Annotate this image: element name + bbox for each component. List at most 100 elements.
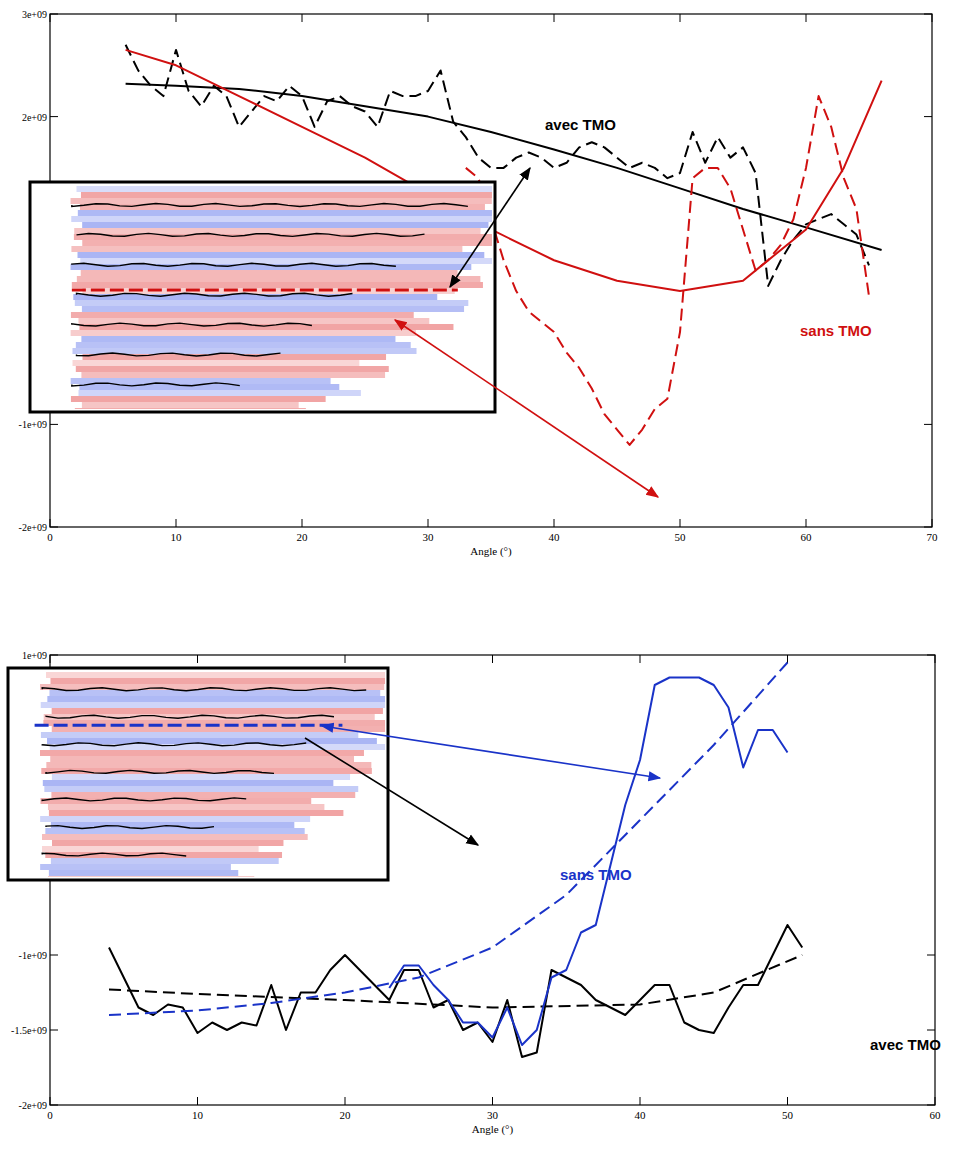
x-tick — [492, 1097, 493, 1105]
inset-stripe — [49, 690, 380, 696]
inset-stripe — [73, 360, 360, 366]
annotation: sans TMO — [800, 322, 872, 339]
inset-stripe — [40, 816, 310, 822]
y-tick — [924, 14, 932, 15]
y-tick — [50, 1030, 58, 1031]
arrow — [305, 738, 478, 845]
inset-stripe — [49, 810, 343, 816]
inset-stripe — [44, 714, 375, 720]
inset-frame — [8, 668, 388, 880]
inset-picked-horizon — [72, 289, 458, 292]
inset-stripe — [77, 252, 484, 258]
x-tick — [50, 14, 51, 22]
inset-stripe — [52, 708, 383, 714]
y-tick — [50, 424, 58, 425]
x-tick-label: 40 — [549, 531, 561, 543]
y-tick-label: -2e+09 — [19, 1100, 47, 1111]
inset-stripe — [49, 870, 238, 876]
x-tick-label: 10 — [192, 1109, 204, 1121]
x-tick-label: 40 — [635, 1109, 647, 1121]
annotation: sans TMO — [560, 866, 632, 883]
x-tick — [197, 655, 198, 663]
x-tick — [428, 14, 429, 22]
inset-stripe — [43, 780, 334, 786]
x-tick — [176, 14, 177, 22]
inset-stripe — [40, 750, 364, 756]
arrow — [450, 168, 530, 287]
x-tick — [492, 655, 493, 663]
inset-image — [8, 668, 419, 882]
inset-stripe — [78, 390, 360, 396]
inset-horizon — [42, 798, 246, 801]
y-tick — [927, 655, 935, 656]
x-tick-label: 60 — [801, 531, 813, 543]
inset-stripe — [71, 264, 472, 270]
x-tick — [428, 519, 429, 527]
inset-stripe — [71, 396, 326, 402]
x-tick-label: 60 — [930, 1109, 942, 1121]
inset-stripe — [46, 672, 385, 678]
inset-stripe — [81, 192, 492, 198]
x-tick-label: 70 — [927, 531, 939, 543]
panel: 0102030405060Angle (°)-2e+09-1.5e+09-1e+… — [8, 650, 941, 1136]
inset-stripe — [81, 270, 458, 276]
x-tick — [680, 14, 681, 22]
x-tick — [302, 519, 303, 527]
inset-stripe — [48, 876, 254, 877]
inset-stripe — [71, 198, 492, 204]
inset-stripe — [51, 792, 355, 798]
x-tick — [176, 519, 177, 527]
inset-image — [30, 182, 532, 414]
inset-stripe — [77, 186, 493, 192]
x-tick — [640, 1097, 641, 1105]
inset-stripe — [82, 402, 299, 408]
x-tick — [554, 14, 555, 22]
inset-stripe — [50, 678, 385, 684]
arrow — [322, 726, 660, 778]
y-tick-label: 3e+09 — [22, 9, 47, 20]
inset-horizon — [42, 688, 366, 691]
x-tick — [787, 1097, 788, 1105]
y-tick — [924, 527, 932, 528]
x-tick — [302, 14, 303, 22]
inset-stripe — [44, 786, 358, 792]
inset-stripe — [41, 732, 358, 738]
y-tick-label: -2e+09 — [19, 522, 47, 533]
x-tick — [50, 519, 51, 527]
inset-horizon — [42, 853, 186, 856]
inset-horizon — [72, 323, 312, 326]
inset-horizon — [46, 715, 334, 718]
inset-stripe — [47, 738, 377, 744]
x-tick — [197, 1097, 198, 1105]
inset-stripe — [71, 330, 416, 336]
inset-stripe — [41, 768, 372, 774]
x-tick — [554, 519, 555, 527]
x-tick — [50, 1097, 51, 1105]
inset-stripe — [52, 774, 350, 780]
inset-stripe — [71, 216, 492, 222]
y-tick — [50, 14, 58, 15]
y-tick — [927, 955, 935, 956]
inset-horizon — [72, 263, 396, 266]
inset-stripe — [50, 756, 354, 762]
y-tick-label: 1e+09 — [22, 650, 47, 661]
y-tick — [924, 116, 932, 117]
y-tick — [50, 527, 58, 528]
x-tick — [787, 655, 788, 663]
inset-frame — [30, 182, 495, 412]
x-tick — [935, 1097, 936, 1105]
annotation: avec TMO — [870, 1036, 941, 1053]
x-tick-label: 50 — [782, 1109, 794, 1121]
x-tick-label: 10 — [171, 531, 183, 543]
x-tick — [806, 519, 807, 527]
inset-stripe — [82, 222, 488, 228]
inset-horizon — [42, 743, 306, 746]
series-line — [389, 678, 787, 1046]
y-tick-label: -1e+09 — [19, 419, 47, 430]
inset-stripe — [46, 762, 371, 768]
x-tick — [640, 655, 641, 663]
inset-stripe — [48, 804, 324, 810]
x-tick-label: 30 — [487, 1109, 499, 1121]
inset-stripe — [75, 408, 306, 409]
inset-stripe — [77, 276, 481, 282]
